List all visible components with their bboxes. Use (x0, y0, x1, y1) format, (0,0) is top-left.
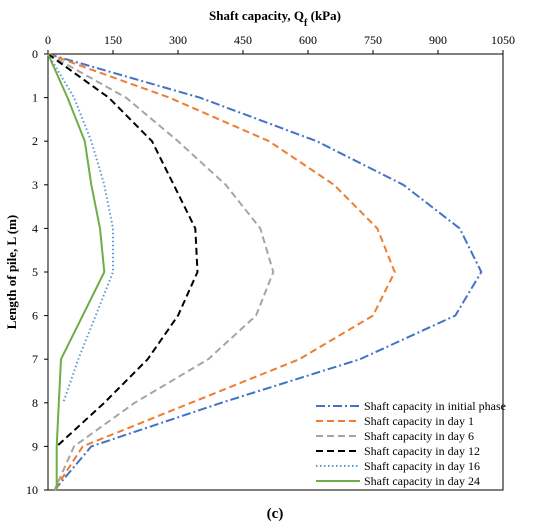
y-tick-label: 4 (32, 221, 38, 235)
y-axis-ticks: 0 1 2 3 4 5 6 7 8 9 10 (26, 47, 48, 497)
y-tick-label: 1 (32, 91, 38, 105)
y-tick-label: 0 (32, 47, 38, 61)
y-tick-label: 6 (32, 309, 38, 323)
y-tick-label: 5 (32, 265, 38, 279)
y-tick-label: 7 (32, 352, 38, 366)
y-axis-title: Length of pile, L (m) (4, 215, 19, 329)
y-tick-label: 10 (26, 483, 38, 497)
y-tick-label: 9 (32, 439, 38, 453)
series-line-4 (47, 53, 199, 448)
series-line-3 (47, 53, 275, 491)
x-tick-label: 600 (299, 33, 317, 47)
x-axis-title: Shaft capacity, Qf (kPa) (209, 8, 341, 29)
series-line-2 (47, 53, 396, 491)
x-tick-label: 0 (45, 33, 51, 47)
series-layer (47, 53, 483, 491)
series-line-5 (47, 53, 114, 404)
legend-label-6: Shaft capacity in day 24 (364, 474, 480, 488)
series-line-6 (47, 53, 106, 490)
y-tick-label: 2 (32, 134, 38, 148)
x-axis-ticks: 0 150 300 450 600 750 900 1050 (45, 33, 515, 54)
y-tick-label: 3 (32, 178, 38, 192)
legend-label-4: Shaft capacity in day 12 (364, 444, 480, 458)
legend-label-5: Shaft capacity in day 16 (364, 459, 480, 473)
x-tick-label: 900 (429, 33, 447, 47)
x-tick-label: 300 (169, 33, 187, 47)
x-tick-label: 150 (104, 33, 122, 47)
x-tick-label: 1050 (491, 33, 515, 47)
legend-label-1: Shaft capacity in initial phase (364, 399, 506, 413)
x-tick-label: 450 (234, 33, 252, 47)
series-line-1 (47, 53, 483, 491)
y-tick-label: 8 (32, 396, 38, 410)
legend-label-2: Shaft capacity in day 1 (364, 414, 474, 428)
figure-caption: (c) (266, 506, 284, 522)
legend-box (311, 396, 499, 488)
x-tick-label: 750 (364, 33, 382, 47)
legend-label-3: Shaft capacity in day 6 (364, 429, 474, 443)
